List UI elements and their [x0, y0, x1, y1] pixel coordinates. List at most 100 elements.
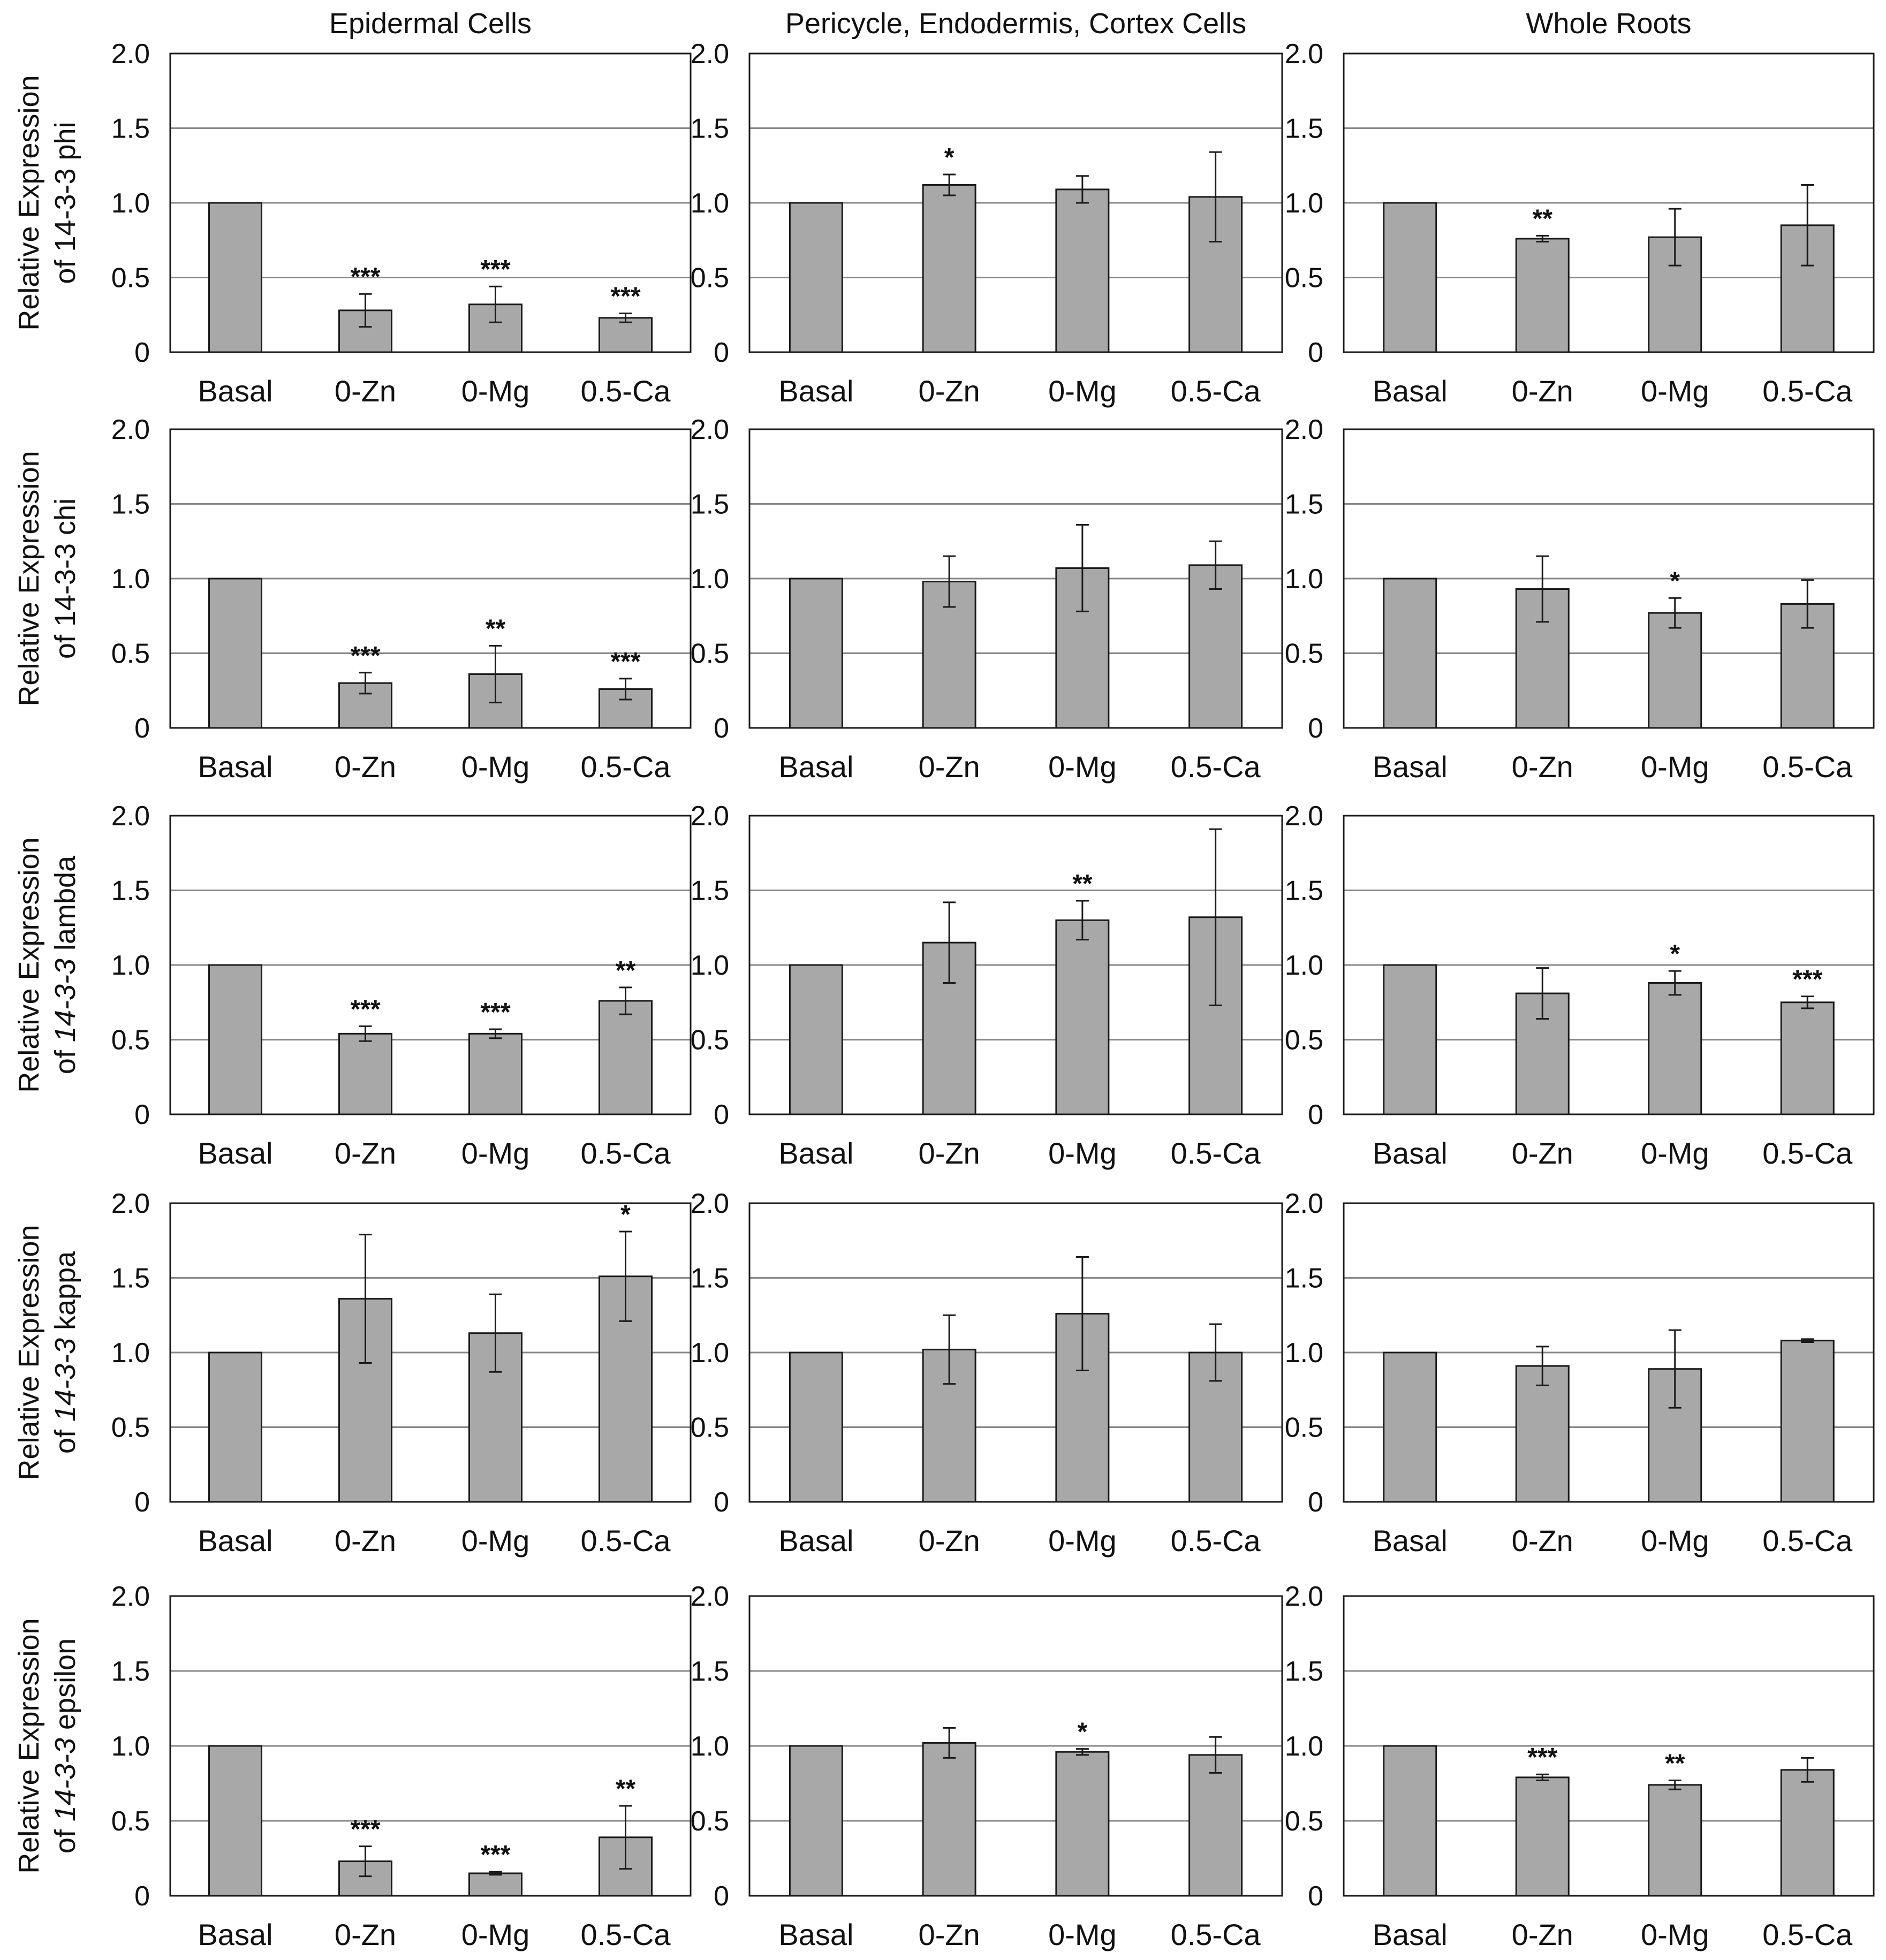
- bar-Basal: [208, 1351, 262, 1503]
- significance-marker: *: [620, 1201, 631, 1229]
- y-tick-label: 1.0: [691, 1338, 729, 1369]
- bar-Basal: [1383, 1351, 1437, 1503]
- x-tick-label: 0.5-Ca: [1762, 374, 1853, 408]
- x-tick-label: 0-Zn: [335, 1524, 396, 1558]
- y-axis-title-line1: Relative Expression: [13, 75, 45, 330]
- column-title-2: Whole Roots: [1526, 7, 1691, 40]
- y-tick-label: 0: [714, 337, 729, 368]
- bar-0-Zn: [922, 1742, 976, 1897]
- y-tick-label: 0.5: [1285, 1412, 1323, 1444]
- column-titles: Epidermal Cells Pericycle, Endodermis, Co…: [329, 7, 1692, 40]
- panel-r4-c0: 0 0.5 1.0 1.5 2.0 Basal *** 0-Zn *** 0-Mg ** 0.5-Ca: [111, 1581, 692, 1951]
- y-tick-label: 0: [714, 1099, 729, 1130]
- y-tick-label: 1.0: [691, 950, 729, 981]
- bar-Basal: [1383, 202, 1437, 353]
- x-tick-label: 0-Mg: [1048, 374, 1117, 408]
- y-title-prefix: of: [49, 252, 81, 284]
- y-axis-title-row-0: Relative Expression of 14-3-3 phi: [13, 75, 81, 330]
- x-tick-label: 0-Zn: [335, 1918, 396, 1951]
- x-tick-label: 0-Mg: [1048, 750, 1117, 784]
- y-title-gene: 14-3-3: [49, 1338, 81, 1422]
- plot-frame: [748, 1595, 1283, 1897]
- y-title-isoform: epsilon: [49, 1638, 81, 1738]
- significance-marker: **: [486, 615, 506, 643]
- y-tick-label: 1.0: [111, 188, 150, 219]
- y-axis-title-line2: of 14-3-3 lambda: [49, 855, 81, 1074]
- x-tick-label: Basal: [778, 1524, 853, 1558]
- bar-Basal: [208, 1745, 262, 1897]
- y-tick-label: 1.5: [691, 876, 729, 907]
- plot-frame: [1343, 815, 1875, 1115]
- panel-r2-c2: 0 0.5 1.0 1.5 2.0 Basal 0-Zn * 0-Mg *** 0.5-Ca: [1285, 801, 1875, 1170]
- bar-0-Zn: [338, 1032, 392, 1115]
- significance-marker: ***: [1792, 966, 1822, 994]
- significance-marker: ***: [350, 995, 380, 1023]
- x-tick-label: 0-Mg: [1641, 374, 1709, 408]
- x-tick-label: 0-Zn: [919, 1524, 980, 1558]
- plot-frame: [1343, 428, 1875, 729]
- y-tick-label: 1.5: [111, 113, 150, 145]
- y-tick-label: 2.0: [111, 39, 150, 70]
- bar-0.5-Ca: [1188, 1754, 1243, 1897]
- bar-Basal: [789, 578, 843, 729]
- plot-frame: [169, 815, 692, 1115]
- y-title-isoform: kappa: [49, 1251, 81, 1338]
- x-tick-label: 0-Zn: [335, 750, 396, 784]
- y-tick-label: 0.5: [691, 639, 729, 670]
- y-tick-label: 1.5: [1285, 113, 1323, 145]
- panel-r1-c2: 0 0.5 1.0 1.5 2.0 Basal 0-Zn * 0-Mg 0.5-Ca: [1285, 414, 1875, 784]
- significance-marker: ***: [610, 282, 640, 310]
- x-tick-label: Basal: [1373, 374, 1448, 408]
- panel-r2-c0: 0 0.5 1.0 1.5 2.0 Basal *** 0-Zn *** 0-Mg ** 0.5-Ca: [111, 801, 692, 1170]
- y-tick-label: 0.5: [111, 1412, 150, 1444]
- y-title-prefix: of: [49, 627, 81, 659]
- y-tick-label: 0: [1308, 1099, 1323, 1130]
- bar-Basal: [208, 964, 262, 1115]
- bar-0.5-Ca: [599, 1000, 653, 1115]
- bar-0-Mg: [1055, 1751, 1110, 1897]
- y-tick-label: 1.5: [111, 1263, 150, 1294]
- x-tick-label: 0.5-Ca: [1171, 750, 1261, 784]
- significance-marker: ***: [350, 1815, 380, 1844]
- y-tick-label: 1.5: [1285, 1263, 1323, 1294]
- x-tick-label: 0.5-Ca: [1762, 1524, 1853, 1558]
- y-tick-label: 0.5: [691, 1806, 729, 1837]
- plot-frame: [748, 815, 1283, 1115]
- y-tick-label: 1.5: [111, 489, 150, 520]
- y-tick-label: 1.5: [1285, 489, 1323, 520]
- significance-marker: **: [616, 1775, 636, 1803]
- y-tick-label: 0: [714, 1881, 729, 1912]
- bar-0.5-Ca: [1188, 564, 1243, 729]
- x-tick-label: Basal: [198, 1918, 272, 1951]
- bar-0.5-Ca: [1780, 1769, 1835, 1897]
- bar-Basal: [789, 202, 843, 353]
- x-tick-label: 0.5-Ca: [1171, 374, 1261, 408]
- x-tick-label: 0-Mg: [461, 1918, 530, 1951]
- x-tick-label: 0-Zn: [1512, 374, 1573, 408]
- y-tick-label: 0: [134, 713, 150, 744]
- y-axis-title-row-4: Relative Expression of 14-3-3 epsilon: [13, 1618, 81, 1873]
- plot-frame: [1343, 1595, 1875, 1897]
- y-axis-title-line2: of 14-3-3 epsilon: [49, 1638, 81, 1853]
- panel-r2-c1: 0 0.5 1.0 1.5 2.0 Basal 0-Zn ** 0-Mg 0.5-Ca: [691, 801, 1283, 1170]
- y-axis-title-line1: Relative Expression: [13, 1225, 45, 1480]
- x-tick-label: 0-Mg: [1048, 1918, 1117, 1951]
- y-tick-label: 1.0: [1285, 1338, 1323, 1369]
- significance-marker: **: [616, 956, 636, 985]
- bar-0-Zn: [1515, 1365, 1570, 1503]
- y-tick-label: 1.0: [691, 188, 729, 219]
- significance-marker: ***: [1527, 1743, 1557, 1772]
- y-tick-label: 2.0: [691, 1581, 729, 1612]
- significance-marker: ***: [350, 642, 380, 670]
- y-tick-label: 2.0: [111, 414, 150, 445]
- panel-r1-c0: 0 0.5 1.0 1.5 2.0 Basal *** 0-Zn ** 0-Mg *** 0.5-Ca: [111, 414, 692, 784]
- bar-Basal: [789, 1745, 843, 1897]
- x-tick-label: 0.5-Ca: [1171, 1524, 1261, 1558]
- y-tick-label: 1.5: [111, 1656, 150, 1687]
- significance-marker: *: [1670, 940, 1680, 968]
- y-tick-label: 0.5: [111, 263, 150, 294]
- y-tick-label: 0: [1308, 713, 1323, 744]
- x-tick-label: 0-Mg: [461, 374, 530, 408]
- y-axis-title-line2: of 14-3-3 kappa: [49, 1251, 81, 1454]
- y-tick-label: 2.0: [1285, 1581, 1323, 1612]
